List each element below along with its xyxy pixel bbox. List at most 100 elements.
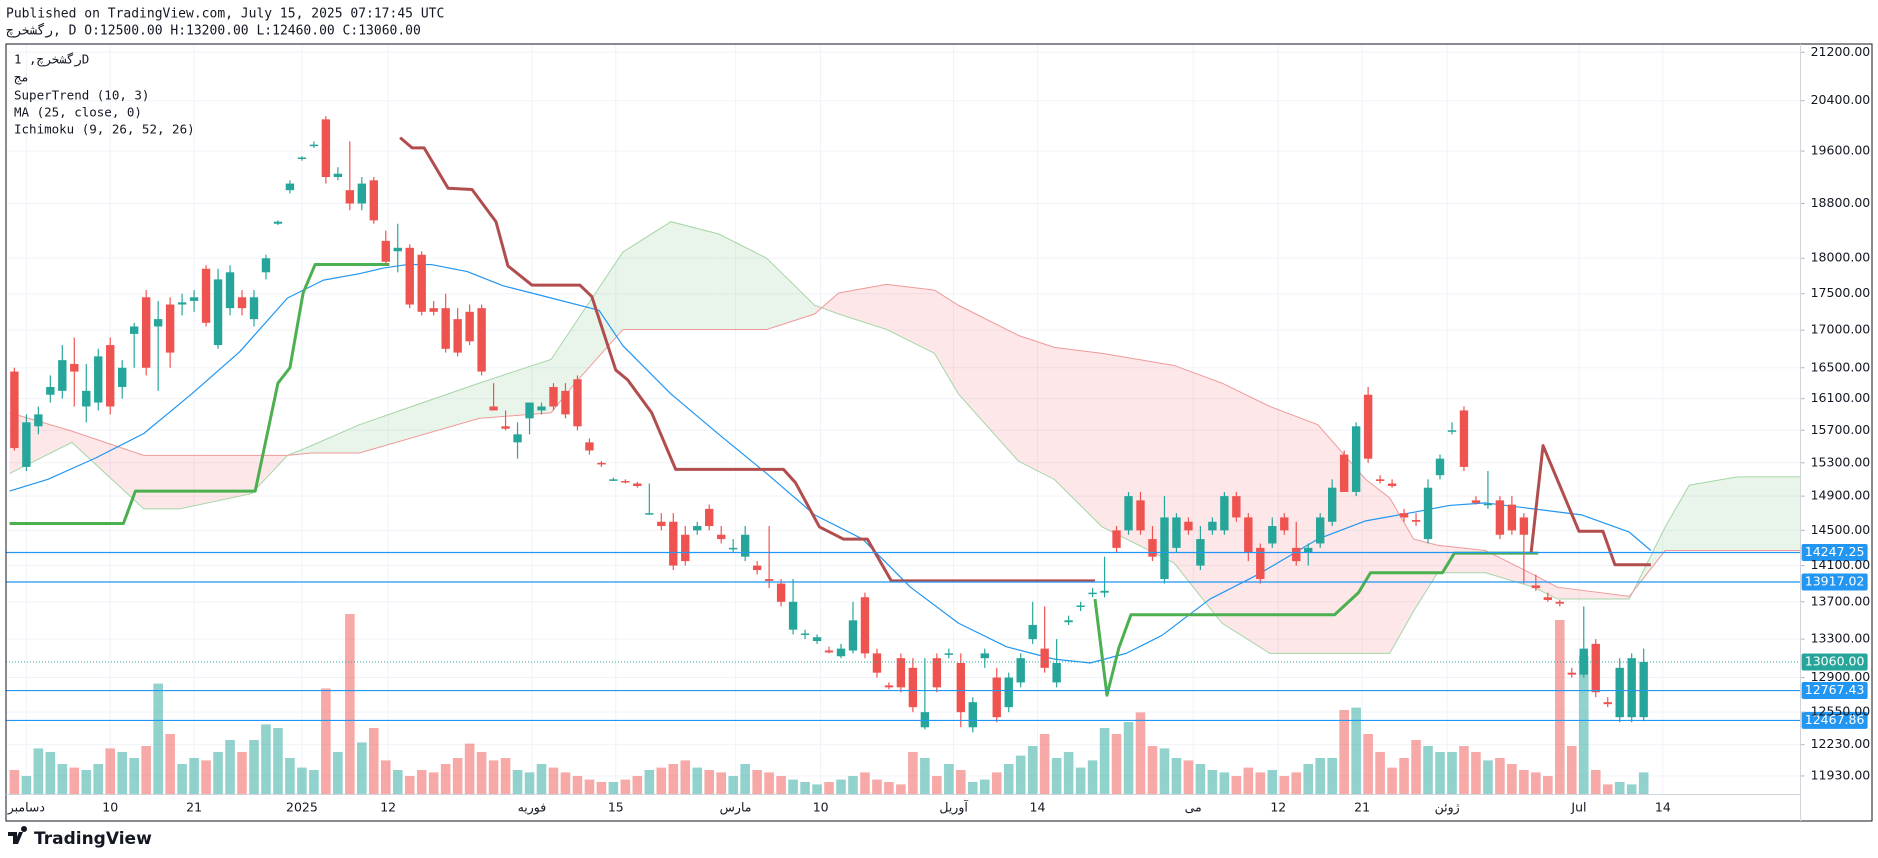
volume-bar [704,770,715,794]
brand-logo [8,825,28,844]
volume-bar [1231,776,1242,794]
candle-body [333,173,343,178]
candle-body [1268,526,1277,544]
candle-body [609,479,618,481]
volume-bar [608,782,619,794]
volume-bar [1243,767,1254,794]
volume-bar [1519,770,1529,794]
volume-bar [1255,772,1266,794]
candle-body [1124,496,1133,531]
y-tick-label: 11930.00 [1811,767,1871,782]
candle-body [1363,394,1373,459]
y-tick-label: 17500.00 [1811,285,1871,300]
volume-bar [440,764,451,794]
volume-bar [656,767,667,794]
cloud-segment [1689,476,1738,551]
candle-body [1531,585,1541,589]
candle-body [1112,530,1121,548]
candle-body [1208,521,1217,531]
volume-bar [1147,746,1158,794]
volume-bar [345,614,355,794]
candle-body [118,367,127,387]
volume-bar [1423,746,1433,794]
candle-body [393,247,402,252]
volume-bar [1626,784,1637,794]
x-tick-label: ژوئن [1435,800,1460,816]
y-tick-label: 14100.00 [1811,557,1871,572]
candle-body [1028,624,1037,640]
cloud-segment [1365,479,1390,654]
candle-body [585,442,594,451]
volume-bar [1171,758,1182,794]
x-tick-label: 12 [380,800,396,815]
volume-bar [632,776,643,794]
volume-bar [836,779,846,794]
legend-symbol: رگشخرچ, 1D [14,52,89,68]
candle-body [1052,662,1061,683]
candle-body [489,406,498,411]
candle-body [1507,504,1517,531]
volume-bar [908,752,918,794]
candle-body [728,547,738,550]
y-tick-label: 15300.00 [1811,454,1871,469]
candle-body [1316,517,1325,544]
candle-body [429,308,438,312]
candle-body [1184,521,1193,531]
candle-body [705,508,714,527]
volume-bar [692,767,703,794]
y-tick-label: 18000.00 [1811,250,1871,265]
candle-body [153,319,163,327]
volume-bar [201,760,211,794]
candle-body [1244,517,1253,553]
supertrend-line [399,136,1095,583]
plot: 14247.25 13917.02 12767.43 12467.86 13060.00… [6,44,1870,816]
candle-body [537,406,546,411]
candle-body [645,513,654,515]
cloud-segment [359,383,480,453]
volume [9,614,1649,794]
candle-body [1603,702,1612,705]
volume-bar [824,782,834,794]
volume-bar [1339,710,1349,794]
volume-bar [105,748,116,794]
candle-body [1040,648,1049,668]
candle-body [273,221,283,224]
legend-ichimoku: Ichimoku (9, 26, 52, 26) [14,122,195,137]
volume-bar [416,770,427,794]
candle-body [1543,597,1553,600]
candle-body [1459,410,1469,467]
volume-bar [1123,722,1134,794]
last-price-tag [1801,653,1868,671]
volume-bar [848,776,858,794]
candle-body [693,526,702,531]
volume-bar [644,770,655,794]
cloud-segment [934,290,959,394]
candle-body [752,565,762,571]
volume-bar [357,742,367,794]
candle-body [1519,517,1529,535]
volume-bar [69,767,80,794]
volume-bar [81,770,92,794]
x-tick-label: 21 [186,800,202,815]
volume-bar [1447,752,1457,794]
volume-bar [117,752,128,794]
volume-bar [572,776,583,794]
volume-bar [1590,770,1601,794]
volume-bar [1578,656,1589,794]
last-price-label: 13060.00 [1805,654,1865,669]
volume-bar [45,752,56,794]
ichimoku-lead-b [9,283,1801,597]
y-tick-label: 13300.00 [1811,631,1871,646]
supertrend-line [9,263,390,525]
candle-body [1591,643,1600,693]
candle-body [992,677,1001,718]
cloud-segment [1557,587,1630,600]
candle-body [776,583,786,602]
candle-body [285,183,295,191]
candle-body [165,304,175,353]
candle-body [189,297,199,301]
candle-body [1579,648,1588,675]
volume-bar [967,782,978,794]
candle-body [968,702,977,728]
